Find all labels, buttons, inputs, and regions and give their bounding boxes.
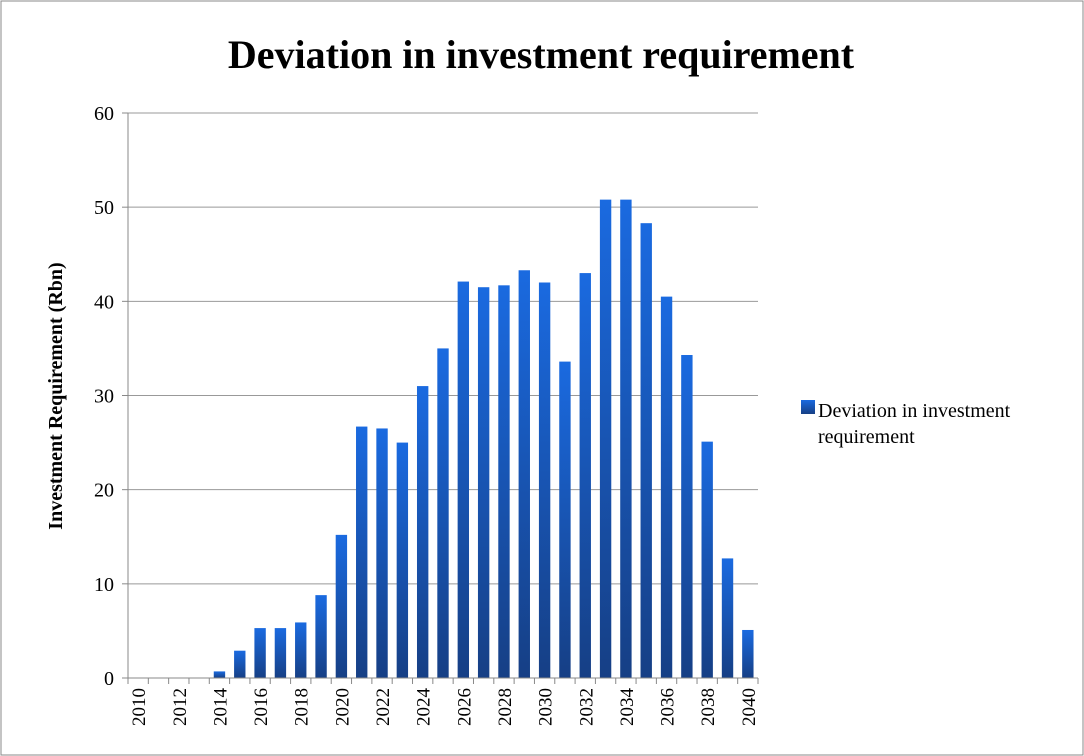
x-tick-label: 2020 <box>332 688 353 726</box>
bar <box>254 628 266 678</box>
bar <box>599 199 612 678</box>
y-tick-label: 0 <box>104 668 114 690</box>
x-tick-label: 2036 <box>658 688 679 726</box>
bar <box>701 441 713 678</box>
bar <box>234 650 246 678</box>
legend-swatch <box>801 400 815 414</box>
y-tick-label: 20 <box>94 480 114 502</box>
y-axis-label: Investment Requirement (Rbn) <box>45 262 67 529</box>
bar <box>538 282 551 678</box>
x-tick-label: 2026 <box>454 688 475 726</box>
x-tick-label: 2014 <box>210 688 231 727</box>
y-tick-label: 10 <box>94 574 114 596</box>
bar <box>620 199 632 678</box>
bar <box>559 361 571 678</box>
bar <box>579 273 591 678</box>
bar <box>396 442 409 678</box>
bar <box>498 285 510 678</box>
x-tick-label: 2010 <box>129 688 150 726</box>
x-tick-label: 2028 <box>495 688 516 726</box>
y-tick-label: 40 <box>94 291 114 313</box>
x-tick-label: 2034 <box>617 688 638 727</box>
bar <box>742 629 754 678</box>
bar <box>477 287 490 678</box>
x-tick-label: 2012 <box>170 688 191 726</box>
bar <box>356 426 368 678</box>
bar <box>437 348 449 678</box>
bar <box>518 270 530 678</box>
x-tick-label: 2038 <box>698 688 719 726</box>
legend-label: Deviation in investment requirement <box>818 400 1011 448</box>
bar <box>457 281 470 678</box>
x-tick-label: 2024 <box>414 688 435 727</box>
x-tick-label: 2022 <box>373 688 394 726</box>
chart-title: Deviation in investment requirement <box>228 32 855 77</box>
y-tick-label: 60 <box>94 103 114 125</box>
x-tick-label: 2016 <box>251 688 272 726</box>
bar <box>274 628 287 678</box>
bar <box>315 595 327 678</box>
bar <box>213 671 226 678</box>
bar <box>640 223 652 679</box>
bar <box>335 534 348 678</box>
bar <box>295 622 307 678</box>
bar <box>721 558 734 678</box>
x-tick-label: 2032 <box>576 688 597 726</box>
x-tick-label: 2030 <box>536 688 557 726</box>
y-tick-label: 30 <box>94 386 114 408</box>
x-tick-label: 2040 <box>739 688 760 726</box>
x-tick-label: 2018 <box>292 688 313 726</box>
bar <box>660 296 673 678</box>
bar <box>681 355 693 678</box>
bar <box>416 386 429 678</box>
y-tick-label: 50 <box>94 197 114 219</box>
bar <box>376 428 388 678</box>
